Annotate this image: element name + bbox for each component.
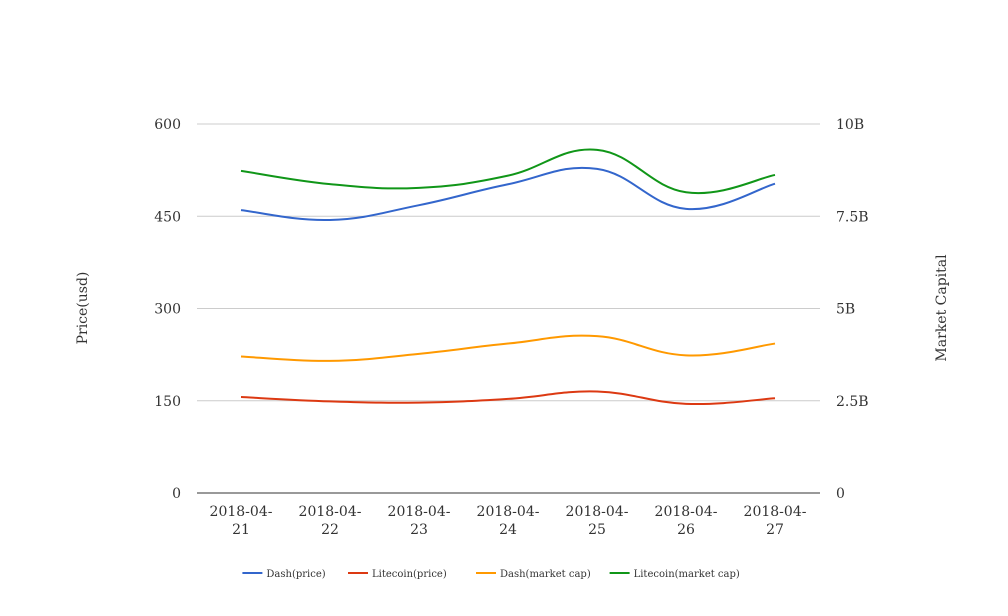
series-line-dash-price: [240, 166, 776, 221]
y-right-tick-label: 7.5B: [836, 209, 869, 225]
y-right-tick-label: 5B: [836, 302, 855, 318]
legend: Dash(price) Litecoin(price) Dash(market ca…: [242, 569, 740, 580]
legend-label: Dash(price): [266, 569, 325, 580]
gridlines: [197, 123, 820, 402]
y-left-tick-label: 150: [154, 394, 181, 410]
y-left-tick-label: 600: [154, 117, 181, 133]
y-left-tick-label: 300: [154, 302, 181, 318]
y-right-tick-label: 2.5B: [836, 394, 869, 410]
y-right-tick-label: 0: [836, 486, 845, 502]
x-tick-label: 2018-04-23: [388, 504, 451, 538]
axes: 0 0 150 2.5B 300 5B 450 7.5B 600 10B 2018-04-21 201…: [154, 117, 868, 538]
x-tick-label: 2018-04-27: [744, 504, 807, 538]
y-left-tick-label: 0: [172, 486, 181, 502]
series-lines: [240, 148, 776, 406]
legend-label: Litecoin(price): [372, 569, 447, 580]
series-line-litecoin-market-cap: [240, 148, 776, 195]
series-line-dash-market-cap: [240, 334, 776, 362]
x-tick-label: 2018-04-26: [655, 504, 718, 538]
y-axis-left-title: Price(usd): [75, 272, 91, 345]
x-tick-label: 2018-04-21: [210, 504, 273, 538]
x-tick-label: 2018-04-25: [566, 504, 629, 538]
legend-label: Dash(market cap): [500, 569, 591, 580]
y-axis-right-title: Market Capital: [934, 254, 950, 362]
x-tick-label: 2018-04-24: [477, 504, 540, 538]
y-left-tick-label: 450: [154, 209, 181, 225]
legend-label: Litecoin(market cap): [634, 569, 740, 580]
series-line-litecoin-price: [240, 390, 776, 406]
x-tick-label: 2018-04-22: [299, 504, 362, 538]
y-right-tick-label: 10B: [836, 117, 864, 133]
